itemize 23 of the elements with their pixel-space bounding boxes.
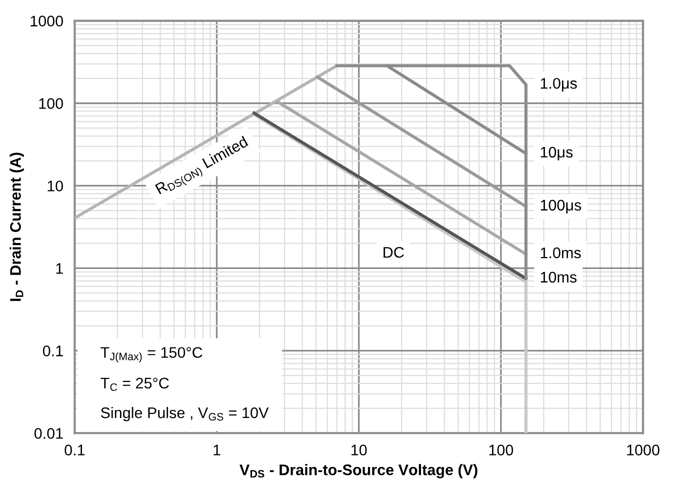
x-tick-label: 0.1: [64, 444, 85, 456]
annotation: T$_{J(Max)}$ = 150°C: [100, 347, 202, 362]
y-tick-label: 100: [39, 98, 63, 109]
y-tick-label: 1: [56, 263, 63, 274]
annotation: DC: [384, 246, 404, 258]
x-axis-title: V$_{DS}$ - Drain-to-Source Voltage (V): [240, 464, 478, 478]
annotation: R$_{DS(ON)}$ Limited: [154, 136, 251, 198]
series-label: 10μs: [540, 146, 573, 160]
y-tick-label: 0.01: [34, 428, 63, 439]
x-tick-label: 10: [352, 444, 367, 456]
series-label: 1.0ms: [540, 247, 581, 258]
annotation: T$_{C}$ = 25°C: [100, 378, 169, 391]
series-label: 100μs: [540, 200, 582, 214]
y-tick-label: 0.1: [42, 346, 63, 356]
x-tick-label: 1: [214, 444, 220, 456]
x-tick-label: 1000: [627, 444, 660, 456]
y-tick-label: 10: [48, 180, 63, 192]
x-tick-label: 100: [489, 444, 514, 456]
y-tick-label: 1000: [30, 16, 63, 26]
y-axis-title: I$_{D}$ - Drain Current (A): [10, 152, 24, 301]
series-label: 10ms: [540, 272, 577, 283]
series-label: 1.0μs: [540, 78, 577, 92]
annotation: Single Pulse , V$_{GS}$ = 10V: [100, 406, 269, 422]
